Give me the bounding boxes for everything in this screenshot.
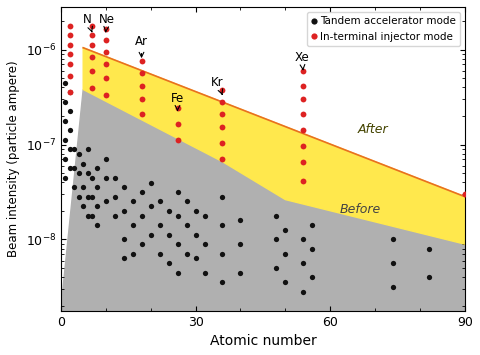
Polygon shape	[83, 48, 465, 244]
Text: Xe: Xe	[294, 51, 309, 70]
Text: Fe: Fe	[171, 92, 184, 111]
Text: After: After	[357, 123, 388, 136]
Y-axis label: Beam intensity (particle ampere): Beam intensity (particle ampere)	[7, 60, 20, 257]
X-axis label: Atomic number: Atomic number	[210, 334, 316, 348]
Text: Kr: Kr	[211, 76, 224, 94]
Polygon shape	[61, 89, 465, 311]
Text: Ne: Ne	[99, 13, 115, 32]
Text: Before: Before	[339, 203, 381, 216]
Text: Ar: Ar	[135, 35, 148, 57]
Text: N: N	[83, 13, 93, 32]
Legend: Tandem accelerator mode, In-terminal injector mode: Tandem accelerator mode, In-terminal inj…	[307, 12, 460, 46]
